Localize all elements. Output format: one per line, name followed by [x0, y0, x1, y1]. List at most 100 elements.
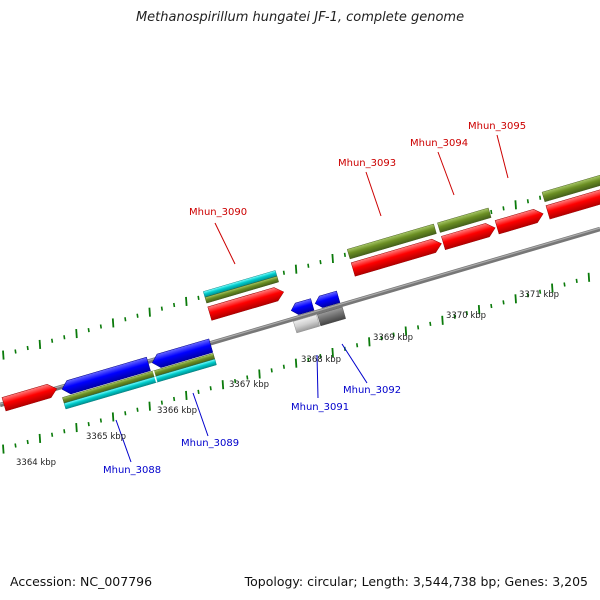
feature-olive-left-split [152, 370, 156, 377]
feature-grey-mhun-3091[interactable] [293, 314, 320, 334]
lower-row-tick [185, 390, 188, 400]
scale-label-group: 3364 kbp 3365 kbp 3366 kbp 3367 kbp 3368… [16, 290, 559, 468]
lower-row-tick [465, 310, 468, 316]
lower-row-tick [26, 439, 29, 445]
lower-row-tick [526, 293, 529, 298]
upper-row-tick [14, 349, 17, 354]
scale-label-3366: 3366 kbp [157, 406, 197, 416]
lower-row-tick [173, 396, 176, 402]
leader-mhun-3092 [341, 343, 368, 384]
lower-row-tick [551, 283, 554, 293]
lower-row-tick [331, 347, 334, 358]
feature-olive-right-edge[interactable] [541, 160, 600, 203]
lower-row-tick [51, 432, 54, 437]
lower-row-tick [319, 353, 322, 359]
gene-label-mhun-3088[interactable]: Mhun_3088 [103, 465, 161, 476]
leader-mhun-3095 [496, 134, 509, 179]
leader-mhun-3093 [365, 171, 382, 217]
upper-row-tick [539, 195, 542, 200]
lower-row-tick [563, 282, 566, 287]
feature-dark-mhun-3092[interactable] [317, 306, 346, 327]
lower-row-tick [38, 433, 42, 443]
leader-mhun-3091 [316, 354, 319, 399]
feature-olive-mhun-3093[interactable] [346, 223, 437, 260]
upper-row-tick [99, 324, 102, 329]
feature-cyan-left[interactable] [63, 358, 217, 410]
upper-row-tick [307, 263, 310, 268]
lower-row-tick [392, 332, 395, 337]
lower-row-tick [539, 289, 542, 294]
gene-label-mhun-3095[interactable]: Mhun_3095 [468, 121, 526, 132]
lower-row-tick [197, 389, 200, 395]
lower-row-tick [99, 418, 102, 423]
lower-row-tick [209, 386, 212, 391]
upper-row-tick [136, 313, 139, 318]
gene-arrow-mhun-3089[interactable] [150, 338, 214, 370]
gene-label-group: Mhun_3088 Mhun_3089 Mhun_3090 Mhun_3091 … [103, 121, 526, 476]
gene-label-mhun-3091[interactable]: Mhun_3091 [291, 402, 349, 413]
lower-row-tick [136, 407, 139, 412]
lower-row-tick [75, 423, 78, 433]
upper-row-tick [185, 296, 188, 306]
lower-row-tick [87, 421, 90, 427]
lower-row-tick [575, 278, 578, 284]
lower-row-tick [294, 358, 298, 368]
gene-label-mhun-3090[interactable]: Mhun_3090 [189, 207, 247, 218]
leader-mhun-3089 [192, 392, 209, 437]
upper-row-tick [124, 317, 127, 322]
upper-row-tick [331, 253, 334, 264]
lower-row-tick [368, 337, 371, 347]
gene-arrow-mhun-3092[interactable] [314, 290, 341, 309]
lower-row-tick [234, 378, 237, 384]
scale-label-3365: 3365 kbp [86, 432, 126, 442]
gene-arrow-mhun-3094[interactable] [441, 221, 497, 251]
gene-label-mhun-3092[interactable]: Mhun_3092 [343, 385, 401, 396]
accession-label: Accession: NC_007796 [10, 574, 153, 589]
lower-row-tick [587, 272, 591, 282]
scale-label-3370: 3370 kbp [446, 311, 486, 321]
gene-label-mhun-3089[interactable]: Mhun_3089 [181, 438, 239, 449]
gene-arrow-mhun-3090[interactable] [207, 285, 286, 321]
gene-arrow-mhun-3095[interactable] [494, 207, 545, 235]
leader-mhun-3088 [115, 419, 132, 463]
upper-row-tick [343, 252, 346, 258]
scale-label-3369: 3369 kbp [373, 333, 413, 343]
upper-row-tick [75, 329, 78, 339]
upper-row-tick [173, 302, 176, 308]
gene-arrow-mhun-3093[interactable] [350, 237, 443, 277]
lower-row-tick [2, 444, 5, 454]
lower-row-tick [282, 364, 285, 369]
topology-label: Topology: circular; Length: 3,544,738 bp… [244, 574, 588, 589]
gene-arrow-mhun-3088[interactable] [60, 356, 151, 396]
scale-label-3368: 3368 kbp [301, 355, 341, 365]
lower-row-tick [417, 325, 420, 330]
lower-row-tick [404, 326, 408, 336]
upper-row-tick [87, 327, 90, 333]
upper-row-tick [63, 335, 66, 340]
lower-row-tick [148, 401, 151, 411]
lower-row-tick [124, 411, 127, 416]
gene-arrow-left-red[interactable] [1, 382, 59, 412]
lower-row-tick [356, 343, 359, 348]
lower-row-tick [502, 300, 505, 305]
upper-row-tick [148, 307, 151, 317]
lower-row-tick [441, 315, 444, 325]
gene-label-mhun-3093[interactable]: Mhun_3093 [338, 158, 396, 169]
lower-row-tick [160, 400, 163, 405]
feature-olive-mhun-3090[interactable] [204, 275, 279, 304]
upper-row-tick [502, 206, 505, 211]
gene-arrow-mhun-3091[interactable] [290, 298, 315, 317]
upper-row-tick [38, 339, 42, 349]
feature-cyan-left-split [154, 376, 158, 383]
upper-row-tick [2, 350, 5, 360]
gene-arrow-right-edge-red[interactable] [545, 177, 600, 220]
lower-row-tick [453, 314, 456, 319]
gene-label-mhun-3094[interactable]: Mhun_3094 [410, 138, 468, 149]
lower-row-tick [477, 305, 481, 315]
feature-olive-mhun-3094[interactable] [437, 207, 492, 233]
scale-label-3364: 3364 kbp [16, 458, 56, 468]
upper-row-tick [282, 270, 285, 275]
lower-row-tick [111, 412, 115, 422]
lower-row-tick [63, 429, 66, 434]
